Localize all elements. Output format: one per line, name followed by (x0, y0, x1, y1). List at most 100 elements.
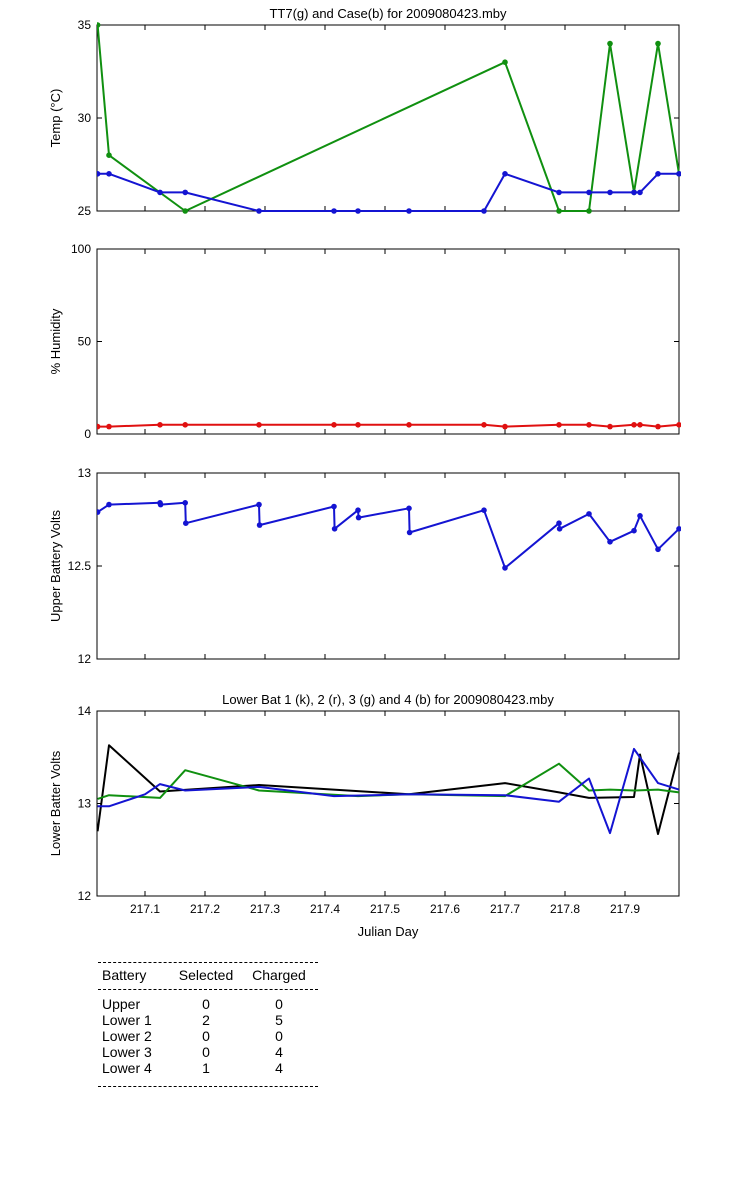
data-point (97, 171, 101, 177)
y-tick-label: 25 (78, 204, 92, 218)
x-tick-label: 217.8 (550, 902, 580, 916)
data-point (182, 500, 188, 506)
data-point (637, 189, 643, 196)
battery-name: Lower 1 (102, 1012, 152, 1028)
series-line (97, 24, 680, 212)
y-axis-title: Temp (°C) (48, 89, 63, 148)
battery-status-table: Battery Selected Charged Upper 0 0 Lower… (98, 962, 318, 1087)
x-tick-label: 217.6 (430, 902, 460, 916)
table-row: Lower 3 0 4 (98, 1044, 318, 1060)
y-tick-label: 0 (84, 427, 91, 441)
data-point (655, 40, 661, 47)
y-tick-label: 12 (78, 652, 92, 666)
y-tick-label: 12 (78, 889, 92, 903)
chart-title: Lower Bat 1 (k), 2 (r), 3 (g) and 4 (b) … (222, 692, 554, 707)
y-tick-label: 12.5 (68, 559, 92, 573)
charged-count: 4 (275, 1044, 283, 1060)
charged-count: 0 (275, 996, 283, 1012)
plot-frame (96, 710, 680, 897)
data-point (406, 422, 412, 428)
chart-panel-4: 12 13 14 217.1 217.2 217.3 217.4 217.5 217.6 217.… (48, 692, 680, 939)
battery-name: Lower 3 (102, 1044, 152, 1060)
data-point (607, 40, 613, 47)
plot-area (97, 22, 681, 214)
header-selected: Selected (178, 967, 234, 983)
data-point (97, 509, 101, 515)
header-battery: Battery (102, 967, 147, 983)
table-row: Lower 1 2 5 (98, 1012, 318, 1028)
plot-area (97, 422, 681, 430)
data-point (157, 422, 163, 428)
data-point (676, 526, 681, 532)
y-tick-label: 35 (78, 18, 92, 32)
data-point (586, 189, 592, 196)
data-point (586, 422, 592, 428)
table-row: Upper 0 0 (98, 996, 318, 1012)
y-tick-label: 30 (78, 111, 92, 125)
table-row: Lower 4 1 4 (98, 1060, 318, 1076)
x-tick-label: 217.3 (250, 902, 280, 916)
data-point (406, 529, 413, 536)
data-point (182, 189, 188, 196)
series-line (97, 744, 680, 835)
y-tick-label: 50 (78, 335, 92, 349)
table-bottom-rule (98, 1086, 318, 1087)
selected-count: 2 (202, 1012, 210, 1028)
y-tick-label: 100 (71, 242, 91, 256)
data-point (607, 189, 613, 196)
data-point (256, 422, 262, 428)
selected-count: 0 (202, 996, 210, 1012)
x-axis-title: Julian Day (358, 924, 419, 939)
data-point (586, 208, 592, 214)
battery-name: Lower 2 (102, 1028, 152, 1044)
data-point (183, 520, 189, 526)
table-top-rule (98, 962, 318, 963)
data-point (355, 514, 362, 521)
data-point (331, 422, 337, 428)
x-tick-label: 217.9 (610, 902, 640, 916)
data-point (556, 189, 562, 196)
chart-panel-2: 0 50 100 % Humidity (48, 242, 681, 441)
table-header-row: Battery Selected Charged (98, 967, 318, 983)
header-charged: Charged (252, 967, 306, 983)
x-tick-label: 217.5 (370, 902, 400, 916)
x-tick-label: 217.7 (490, 902, 520, 916)
data-point (106, 152, 112, 158)
data-point (556, 526, 563, 532)
data-point (331, 503, 337, 510)
data-point (556, 208, 562, 214)
selected-count: 0 (202, 1044, 210, 1060)
data-point (607, 539, 613, 545)
data-point (157, 501, 164, 508)
table-header-rule (98, 989, 318, 990)
selected-count: 0 (202, 1028, 210, 1044)
data-point (355, 208, 361, 214)
data-point (256, 501, 262, 508)
x-tick-label: 217.1 (130, 902, 160, 916)
data-point (106, 501, 112, 508)
data-point (256, 522, 263, 528)
y-tick-label: 13 (78, 466, 92, 480)
data-point (331, 208, 337, 214)
data-point (631, 189, 637, 196)
series-line (97, 747, 680, 835)
data-point (586, 511, 592, 517)
data-point (157, 189, 163, 196)
data-point (481, 507, 487, 513)
data-point (607, 423, 613, 430)
selected-count: 1 (202, 1060, 210, 1076)
data-point (182, 208, 188, 214)
data-point (502, 59, 508, 65)
charged-count: 0 (275, 1028, 283, 1044)
data-point (655, 423, 661, 430)
charged-count: 4 (275, 1060, 283, 1076)
data-point (502, 423, 508, 430)
data-point (655, 171, 661, 177)
data-point (556, 422, 562, 428)
chart-panel-1: 25 30 35 Temp (°C) TT7(g) and Case(b) for 20… (48, 6, 681, 218)
x-tick-label: 217.2 (190, 902, 220, 916)
data-point (502, 565, 508, 571)
battery-name: Upper (102, 996, 141, 1012)
data-point (182, 422, 188, 428)
